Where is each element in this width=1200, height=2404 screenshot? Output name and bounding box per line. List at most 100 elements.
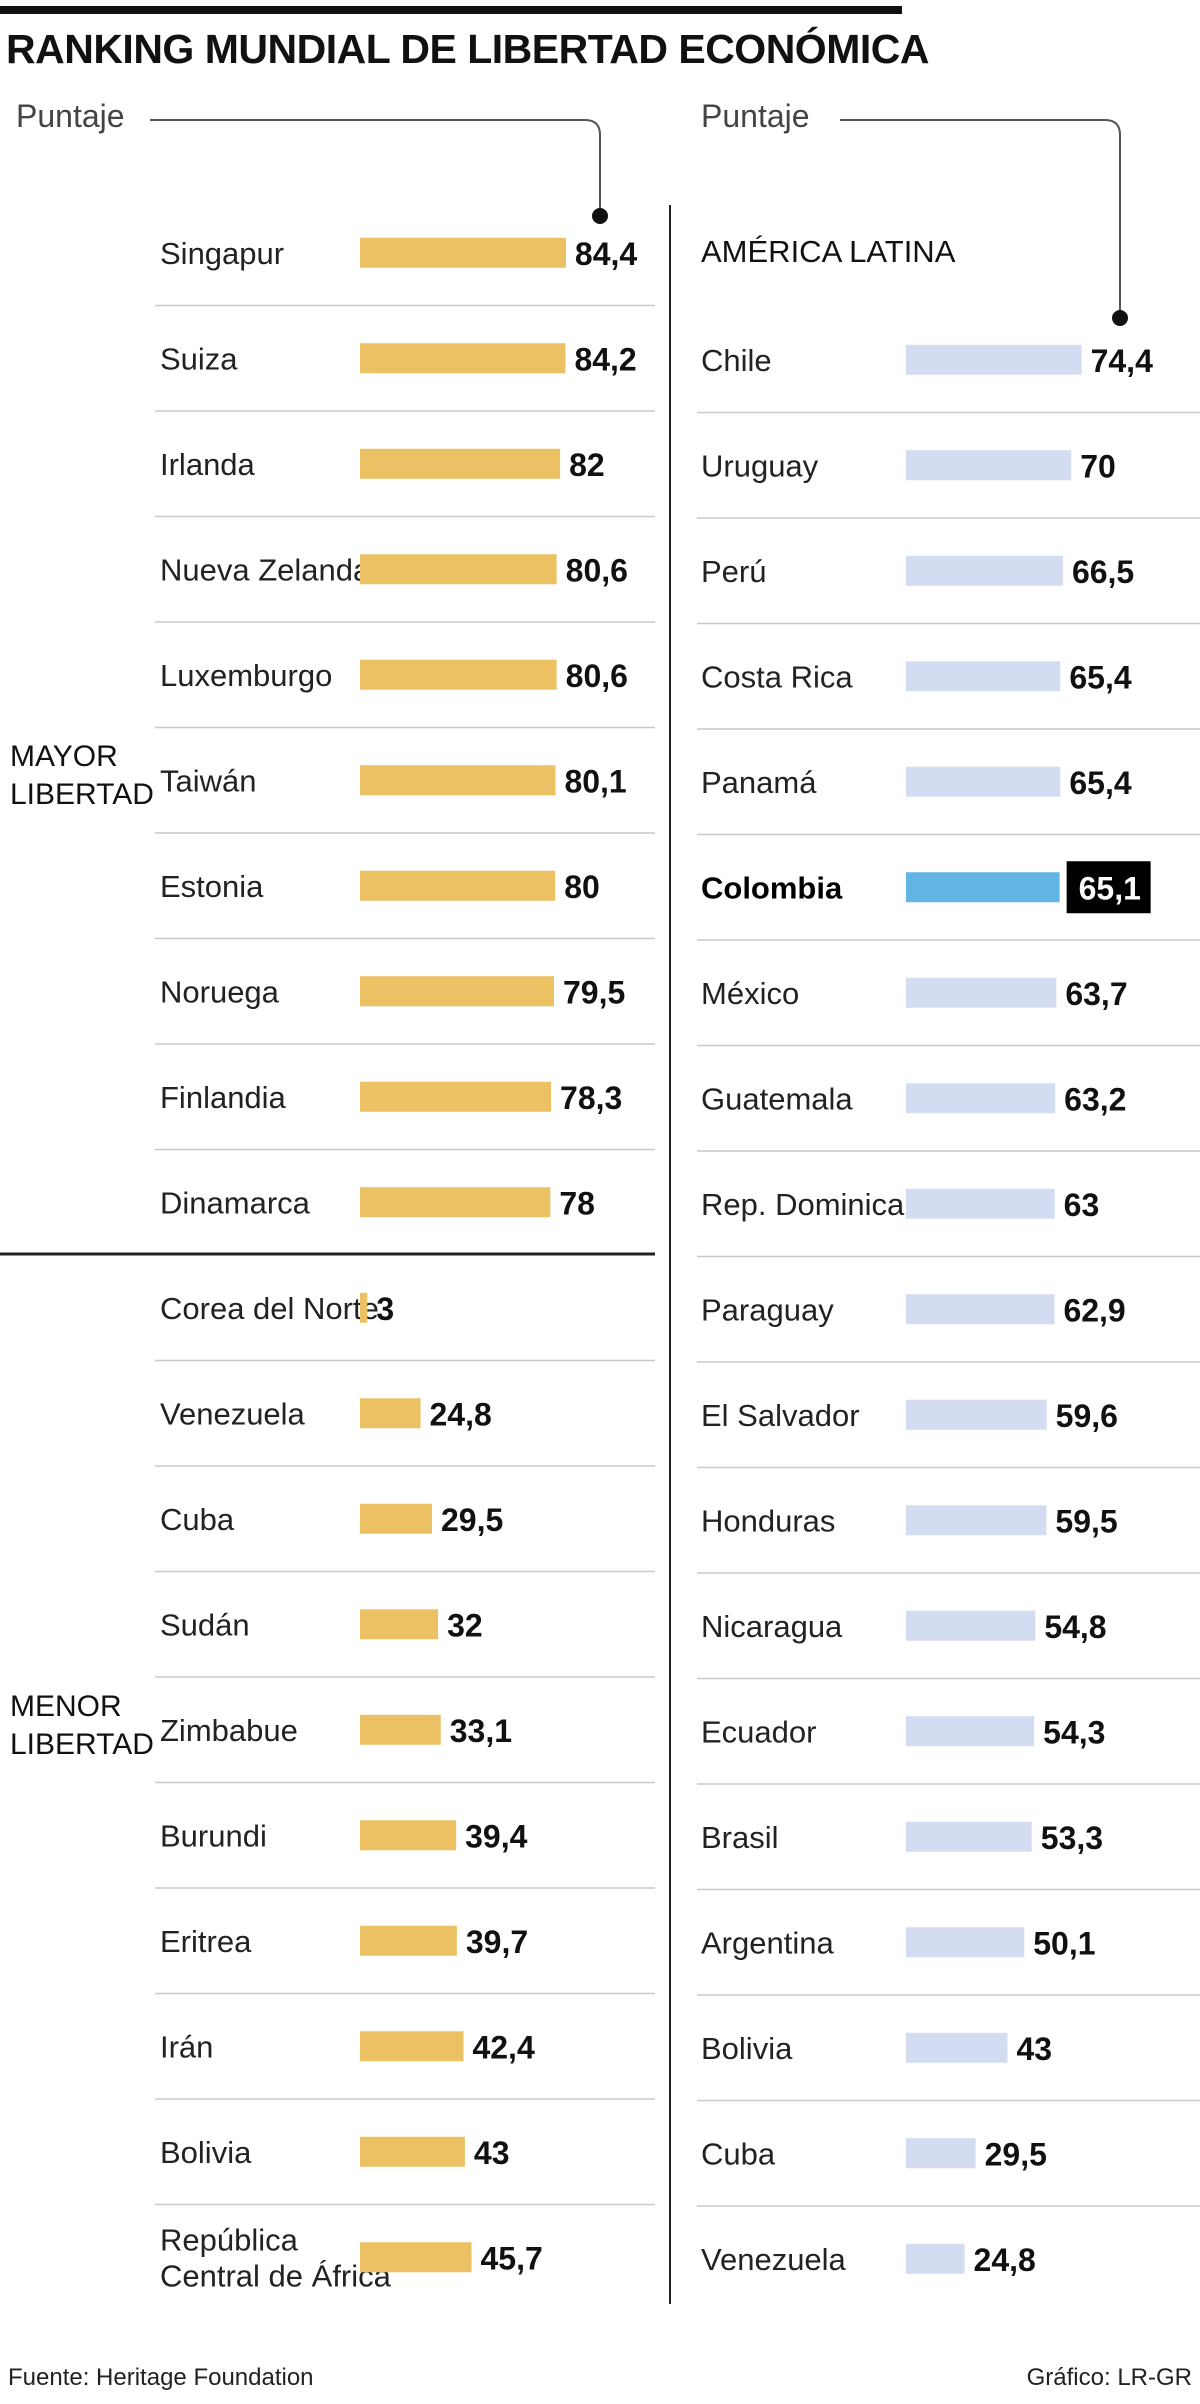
latam-row-cuba: Cuba 29,5 bbox=[697, 2136, 1200, 2207]
latam-rows: Chile 74,4 Uruguay 70 Perú 66,5 Costa Rica 65,4… bbox=[697, 343, 1200, 2278]
latam-bar-costa-rica bbox=[906, 661, 1061, 692]
mayor-bar-estonia bbox=[360, 870, 556, 901]
menor-bar-republica-central-de-africa bbox=[360, 2242, 472, 2273]
menor-bar-eritrea bbox=[360, 1925, 457, 1956]
menor-row-zimbabue: Zimbabue 33,1 bbox=[155, 1713, 655, 1784]
latam-bar-chile bbox=[906, 344, 1082, 375]
mayor-bar-taiwan bbox=[360, 765, 556, 796]
mayor-value-singapur: 84,4 bbox=[575, 236, 637, 272]
menor-bar-corea-del-norte bbox=[360, 1292, 368, 1323]
latam-value-brasil: 53,3 bbox=[1041, 1820, 1103, 1856]
menor-label-eritrea: Eritrea bbox=[160, 1924, 252, 1959]
latam-row-venezuela: Venezuela 24,8 bbox=[701, 2242, 1036, 2278]
latam-bar-honduras bbox=[906, 1505, 1047, 1536]
menor-bar-cuba bbox=[360, 1503, 432, 1534]
group-label-menor-line1: MENOR bbox=[10, 1690, 122, 1723]
latam-row-colombia: Colombia 65,1 bbox=[697, 861, 1200, 941]
latam-row-mexico: México 63,7 bbox=[697, 976, 1200, 1047]
menor-bar-sudan bbox=[360, 1609, 439, 1640]
mayor-value-dinamarca: 78 bbox=[559, 1185, 595, 1221]
menor-bar-venezuela bbox=[360, 1398, 421, 1429]
latam-bar-cuba bbox=[906, 2138, 976, 2169]
latam-value-cuba: 29,5 bbox=[985, 2136, 1047, 2172]
latam-bar-uruguay bbox=[906, 450, 1072, 481]
group-label-mayor-line2: LIBERTAD bbox=[10, 778, 154, 811]
menor-label-iran: Irán bbox=[160, 2029, 213, 2064]
latam-label-panama: Panamá bbox=[701, 765, 817, 800]
group-label-menor: MENOR LIBERTAD bbox=[10, 1688, 154, 1764]
latam-row-peru: Perú 66,5 bbox=[697, 554, 1200, 625]
latam-label-cuba: Cuba bbox=[701, 2136, 776, 2171]
menor-label-zimbabue: Zimbabue bbox=[160, 1713, 298, 1748]
mayor-label-estonia: Estonia bbox=[160, 869, 264, 904]
mayor-row-irlanda: Irlanda 82 bbox=[155, 447, 655, 518]
latam-row-costa-rica: Costa Rica 65,4 bbox=[697, 659, 1200, 730]
leader-dot-right bbox=[1112, 310, 1128, 326]
latam-value-paraguay: 62,9 bbox=[1063, 1292, 1125, 1328]
menor-label-sudan: Sudán bbox=[160, 1607, 250, 1642]
menor-label-venezuela: Venezuela bbox=[160, 1396, 306, 1431]
menor-value-eritrea: 39,7 bbox=[466, 1924, 528, 1960]
mayor-row-singapur: Singapur 84,4 bbox=[155, 236, 655, 307]
latam-bar-ecuador bbox=[906, 1716, 1035, 1747]
menor-value-venezuela: 24,8 bbox=[430, 1396, 492, 1432]
group-label-mayor-line1: MAYOR bbox=[10, 740, 118, 773]
latam-bar-nicaragua bbox=[906, 1610, 1036, 1641]
mayor-value-nueva-zelanda: 80,6 bbox=[566, 552, 628, 588]
latam-label-peru: Perú bbox=[701, 554, 766, 589]
mayor-value-luxemburgo: 80,6 bbox=[566, 658, 628, 694]
mayor-label-luxemburgo: Luxemburgo bbox=[160, 658, 332, 693]
latam-value-chile: 74,4 bbox=[1091, 343, 1153, 379]
menor-label-cuba: Cuba bbox=[160, 1502, 235, 1537]
menor-row-iran: Irán 42,4 bbox=[155, 2029, 655, 2100]
menor-bar-burundi bbox=[360, 1820, 457, 1851]
latam-value-mexico: 63,7 bbox=[1065, 976, 1127, 1012]
latam-bar-argentina bbox=[906, 1927, 1025, 1958]
latam-label-argentina: Argentina bbox=[701, 1925, 834, 1960]
latam-label-nicaragua: Nicaragua bbox=[701, 1609, 843, 1644]
world-rows: Singapur 84,4 Suiza 84,2 Irlanda 82 Nueva Zela… bbox=[155, 236, 655, 2293]
latam-label-chile: Chile bbox=[701, 343, 772, 378]
latam-bar-colombia bbox=[906, 872, 1060, 903]
latam-row-rep-dominicana: Rep. Dominicana 63 bbox=[697, 1187, 1200, 1258]
latam-row-paraguay: Paraguay 62,9 bbox=[697, 1292, 1200, 1363]
latam-bar-el-salvador bbox=[906, 1399, 1047, 1430]
latam-row-ecuador: Ecuador 54,3 bbox=[697, 1714, 1200, 1785]
mayor-label-finlandia: Finlandia bbox=[160, 1080, 287, 1115]
group-label-mayor: MAYOR LIBERTAD bbox=[10, 738, 154, 814]
mayor-label-nueva-zelanda: Nueva Zelanda bbox=[160, 552, 371, 587]
mayor-bar-finlandia bbox=[360, 1081, 552, 1112]
latam-label-brasil: Brasil bbox=[701, 1820, 779, 1855]
latam-bar-venezuela bbox=[906, 2243, 965, 2274]
latam-label-rep-dominicana: Rep. Dominicana bbox=[701, 1187, 940, 1222]
menor-value-burundi: 39,4 bbox=[465, 1818, 527, 1854]
latam-value-costa-rica: 65,4 bbox=[1069, 659, 1131, 695]
latam-value-peru: 66,5 bbox=[1072, 554, 1134, 590]
mayor-value-taiwan: 80,1 bbox=[564, 763, 626, 799]
menor-row-sudan: Sudán 32 bbox=[155, 1607, 655, 1678]
axis-label-right: Puntaje bbox=[701, 98, 810, 134]
latam-bar-mexico bbox=[906, 977, 1057, 1008]
leader-line-left bbox=[150, 119, 601, 216]
axis-label-left: Puntaje bbox=[16, 98, 125, 134]
menor-bar-zimbabue bbox=[360, 1714, 441, 1745]
latam-bar-brasil bbox=[906, 1821, 1032, 1852]
latam-value-uruguay: 70 bbox=[1080, 448, 1116, 484]
menor-row-bolivia: Bolivia 43 bbox=[155, 2135, 655, 2206]
menor-row-cuba: Cuba 29,5 bbox=[155, 1502, 655, 1573]
mayor-bar-noruega bbox=[360, 976, 554, 1007]
latam-bar-guatemala bbox=[906, 1083, 1056, 1114]
leader-line-right bbox=[840, 119, 1121, 318]
mayor-row-estonia: Estonia 80 bbox=[155, 869, 655, 940]
latam-value-box-colombia bbox=[1066, 861, 1151, 914]
mayor-bar-nueva-zelanda bbox=[360, 554, 557, 585]
latam-label-honduras: Honduras bbox=[701, 1503, 835, 1538]
latam-value-bolivia: 43 bbox=[1016, 2031, 1052, 2067]
menor-label-burundi: Burundi bbox=[160, 1818, 267, 1853]
latam-row-nicaragua: Nicaragua 54,8 bbox=[697, 1609, 1200, 1680]
menor-value-corea-del-norte: 3 bbox=[376, 1291, 394, 1327]
menor-label-republica-central-de-africa: República Central de África bbox=[160, 2222, 392, 2293]
mayor-bar-dinamarca bbox=[360, 1187, 551, 1218]
menor-value-bolivia: 43 bbox=[474, 2135, 510, 2171]
